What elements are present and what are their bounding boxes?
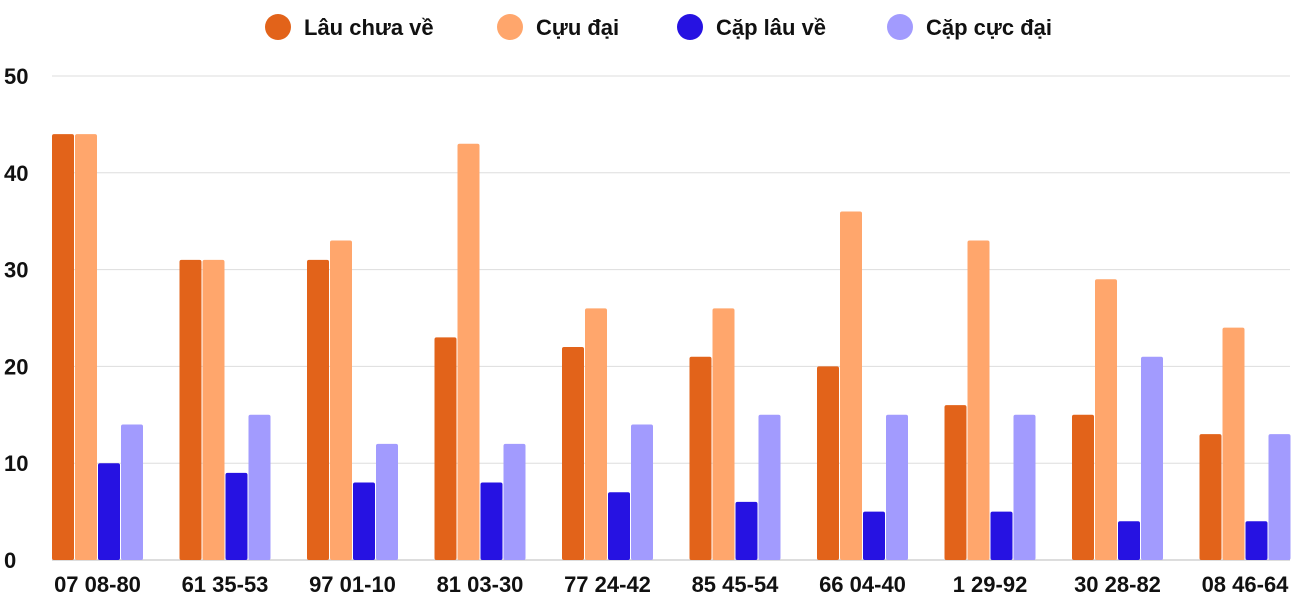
bar <box>75 134 97 560</box>
bar <box>585 308 607 560</box>
legend-item: Cặp cực đại <box>887 14 1052 40</box>
bar <box>944 405 967 560</box>
bar <box>503 443 526 560</box>
bar <box>886 414 908 560</box>
bar <box>735 501 758 560</box>
bar <box>689 356 712 560</box>
x-tick-label: 85 45-54 <box>692 572 780 597</box>
bar <box>307 259 329 560</box>
x-tick-label: 66 04-40 <box>819 572 906 597</box>
legend-swatch <box>677 14 703 40</box>
bar <box>179 259 202 560</box>
bar <box>758 414 781 560</box>
bar <box>52 134 74 560</box>
legend: Lâu chưa về Cựu đại Cặp lâu về Cặp cực đại <box>265 14 1052 40</box>
legend-item: Cặp lâu về <box>677 14 826 40</box>
bar <box>562 347 584 560</box>
x-tick-label: 61 35-53 <box>182 572 269 597</box>
bar <box>967 240 990 560</box>
legend-item: Lâu chưa về <box>265 14 434 40</box>
bar <box>376 443 398 560</box>
x-tick-label: 07 08-80 <box>54 572 141 597</box>
bar <box>990 511 1013 560</box>
bar <box>1245 521 1268 560</box>
bar <box>863 511 885 560</box>
legend-label: Cặp lâu về <box>716 15 826 40</box>
bar <box>1268 434 1291 560</box>
x-tick-label: 77 24-42 <box>564 572 651 597</box>
x-axis-labels: 07 08-80 61 35-53 97 01-10 81 03-30 77 24-42… <box>54 572 1289 597</box>
bar <box>98 463 120 560</box>
x-tick-label: 08 46-64 <box>1202 572 1290 597</box>
y-tick-label: 0 <box>4 548 16 573</box>
bar <box>631 424 653 560</box>
y-tick-label: 50 <box>4 64 28 89</box>
bar <box>353 482 375 560</box>
y-tick-label: 20 <box>4 354 28 379</box>
bar <box>608 492 630 560</box>
legend-swatch <box>497 14 523 40</box>
grid: 0 10 20 30 40 50 <box>4 64 1290 573</box>
y-tick-label: 30 <box>4 258 28 283</box>
x-tick-label: 1 29-92 <box>953 572 1028 597</box>
x-tick-label: 30 28-82 <box>1074 572 1161 597</box>
bar <box>457 143 480 560</box>
bar <box>1095 279 1117 560</box>
bar <box>202 259 225 560</box>
y-tick-label: 10 <box>4 451 28 476</box>
bar <box>1013 414 1036 560</box>
bar <box>480 482 503 560</box>
bars <box>52 134 1291 560</box>
bar <box>817 366 839 560</box>
bar <box>840 211 862 560</box>
legend-label: Cặp cực đại <box>926 15 1052 40</box>
bar <box>1072 414 1094 560</box>
bar <box>121 424 143 560</box>
x-tick-label: 97 01-10 <box>309 572 396 597</box>
bar <box>330 240 352 560</box>
bar <box>225 472 248 560</box>
x-tick-label: 81 03-30 <box>437 572 524 597</box>
legend-swatch <box>887 14 913 40</box>
y-tick-label: 40 <box>4 161 28 186</box>
bar <box>1199 434 1222 560</box>
legend-item: Cựu đại <box>497 14 619 40</box>
bar <box>434 337 457 560</box>
bar <box>1118 521 1140 560</box>
legend-label: Lâu chưa về <box>304 15 434 40</box>
bar <box>248 414 271 560</box>
legend-swatch <box>265 14 291 40</box>
bar <box>1141 356 1163 560</box>
bar <box>1222 327 1245 560</box>
bar <box>712 308 735 560</box>
legend-label: Cựu đại <box>536 15 619 40</box>
